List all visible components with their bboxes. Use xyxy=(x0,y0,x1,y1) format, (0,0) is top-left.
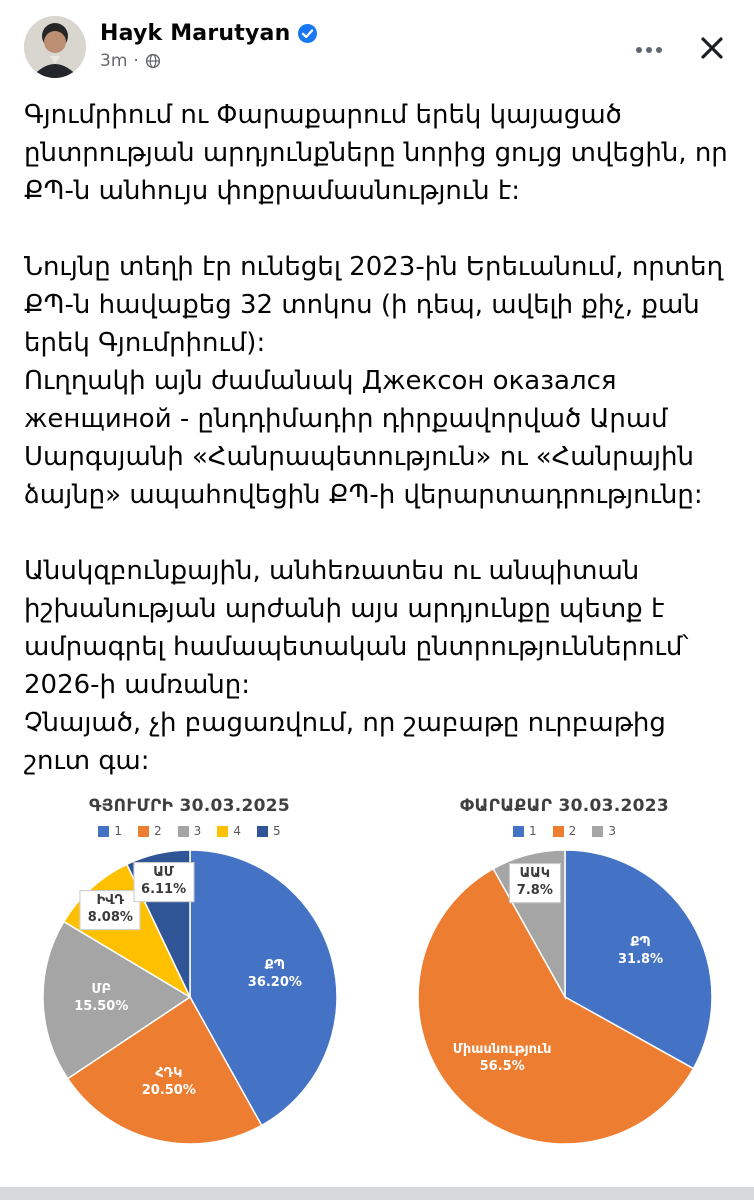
chart-legend: 1 2 3 4 5 xyxy=(98,824,281,838)
legend-swatch xyxy=(98,825,110,837)
chart-title: ՓԱՐԱՔԱՐ 30.03.2023 xyxy=(459,796,669,816)
legend-swatch xyxy=(513,825,525,837)
avatar-photo xyxy=(24,16,86,78)
pie-slice xyxy=(66,995,263,1145)
header-info: Hayk Marutyan 3m · xyxy=(100,16,632,71)
pie-slice xyxy=(416,867,694,1145)
close-icon xyxy=(701,37,723,59)
legend-swatch xyxy=(256,825,268,837)
dot xyxy=(656,47,662,53)
dot xyxy=(636,47,642,53)
legend-swatch xyxy=(138,825,150,837)
post-header: Hayk Marutyan 3m · xyxy=(0,0,754,84)
pie-svg xyxy=(41,849,338,1145)
post-paragraph: Չնայած, չի բացառվում, որ շաբաթը ուրբաթից… xyxy=(24,708,666,776)
legend-swatch xyxy=(177,825,189,837)
pie-slice xyxy=(41,920,191,1080)
legend-label: 2 xyxy=(568,824,577,838)
more-options-button[interactable] xyxy=(632,43,666,57)
legend-label: 3 xyxy=(608,824,616,838)
chart-title: ԳՅՈՒՄՐԻ 30.03.2025 xyxy=(88,796,291,816)
dot xyxy=(646,47,652,53)
meta-separator: · xyxy=(133,51,139,71)
avatar[interactable] xyxy=(24,16,86,78)
author-row: Hayk Marutyan xyxy=(100,21,632,46)
legend-swatch xyxy=(592,825,604,837)
legend-swatch xyxy=(552,825,564,837)
chart-gyumri: ԳՅՈՒՄՐԻ 30.03.2025 1 2 3 4 5 ՔՊ 36.20% ՀԴԿ 20.5… xyxy=(2,792,377,1146)
pie-slice xyxy=(188,849,338,1127)
legend-label: 1 xyxy=(114,824,123,838)
legend-item: 2 xyxy=(552,824,577,838)
legend-label: 1 xyxy=(529,824,537,838)
legend-item: 1 xyxy=(98,824,122,838)
pie-slice xyxy=(563,849,713,1070)
pie-chart: ՔՊ 31.8% Միասնություն 56.5% ԱԱԿ 7.8% xyxy=(416,848,714,1146)
legend-item: 1 xyxy=(513,824,537,838)
legend-label: 4 xyxy=(233,824,241,838)
legend-item: 5 xyxy=(256,824,281,838)
legend-label: 2 xyxy=(154,824,162,838)
legend-swatch xyxy=(217,825,229,837)
pie-chart: ՔՊ 36.20% ՀԴԿ 20.50% ՄԲ 15.50% ԻՎԴ 8.08% ԱՄ 6.11% xyxy=(41,848,339,1146)
verified-badge-icon xyxy=(298,24,318,43)
post-meta: 3m · xyxy=(100,51,632,71)
chart-legend: 1 2 3 xyxy=(513,824,616,838)
legend-item: 2 xyxy=(138,824,162,838)
attached-charts-image[interactable]: ԳՅՈՒՄՐԻ 30.03.2025 1 2 3 4 5 ՔՊ 36.20% ՀԴԿ 20.5… xyxy=(0,792,754,1146)
post-paragraph: Անսկզբունքային, անհեռատես ու անպիտան իշխ… xyxy=(24,556,689,700)
post-paragraph: Ուղղակի այն ժամանակ Джексон оказался жен… xyxy=(24,366,703,510)
post-text: Գյումրիում ու Փարաքարում երեկ կայացած ըն… xyxy=(0,84,754,780)
pie-svg xyxy=(416,849,713,1145)
post-paragraph: Գյումրիում ու Փարաքարում երեկ կայացած ըն… xyxy=(24,100,728,206)
post-paragraph xyxy=(24,514,730,552)
header-actions xyxy=(632,16,732,68)
post-paragraph: Նույնը տեղի էր ունեցել 2023-ին Երեւանում… xyxy=(24,252,724,358)
author-name[interactable]: Hayk Marutyan xyxy=(100,21,291,46)
globe-privacy-icon xyxy=(145,53,160,69)
legend-label: 3 xyxy=(193,824,202,838)
legend-label: 5 xyxy=(272,824,281,838)
close-button[interactable] xyxy=(696,32,728,68)
legend-item: 3 xyxy=(177,824,202,838)
legend-item: 4 xyxy=(217,824,241,838)
timestamp[interactable]: 3m xyxy=(100,51,128,71)
bottom-divider xyxy=(0,1187,754,1200)
post-paragraph xyxy=(24,210,730,248)
legend-item: 3 xyxy=(592,824,616,838)
chart-parakar: ՓԱՐԱՔԱՐ 30.03.2023 1 2 3 ՔՊ 31.8% Միասնությո… xyxy=(377,792,752,1146)
